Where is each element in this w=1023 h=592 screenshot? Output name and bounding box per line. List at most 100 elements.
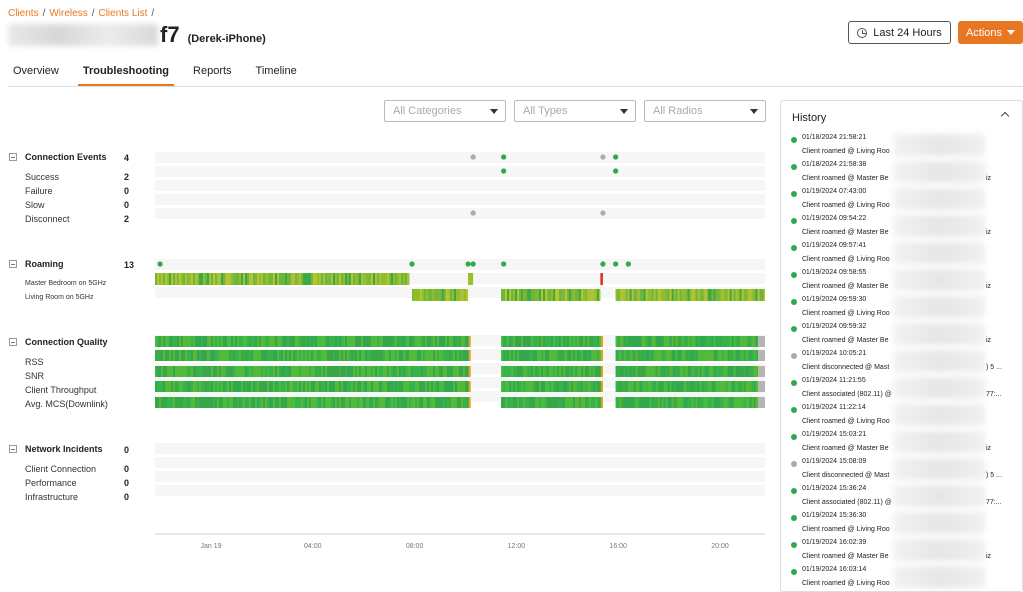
section-roaming[interactable]: Roaming <box>9 259 64 269</box>
quality-segment-stripe <box>523 336 526 347</box>
history-item[interactable]: 01/19/2024 16:02:39 Client roamed @ Maste… <box>791 538 1016 565</box>
history-item[interactable]: 01/19/2024 10:05:21 Client disconnected @… <box>791 349 1016 376</box>
quality-segment-stripe <box>585 366 588 377</box>
quality-segment-stripe <box>719 366 722 377</box>
breadcrumb-wireless[interactable]: Wireless <box>49 8 88 19</box>
roaming-segment-stripe <box>426 289 429 301</box>
roaming-segment-stripe <box>319 273 321 285</box>
quality-segment-stripe <box>407 397 409 408</box>
quality-segment-stripe <box>333 397 335 408</box>
history-item[interactable]: 01/18/2024 21:58:38 Client roamed @ Maste… <box>791 160 1016 187</box>
history-item[interactable]: 01/19/2024 11:22:14 Client roamed @ Livin… <box>791 403 1016 430</box>
quality-segment-stripe <box>435 366 437 377</box>
quality-segment-stripe <box>185 381 187 392</box>
quality-segment-stripe <box>395 366 397 377</box>
quality-segment-stripe <box>567 366 570 377</box>
quality-segment-stripe <box>525 350 528 361</box>
section-network-incidents[interactable]: Network Incidents <box>9 444 103 454</box>
quality-segment-stripe <box>521 350 524 361</box>
history-item[interactable]: 01/19/2024 09:54:22 Client roamed @ Maste… <box>791 214 1016 241</box>
section-connection-events[interactable]: Connection Events <box>9 152 107 162</box>
history-item[interactable]: 01/19/2024 09:57:41 Client roamed @ Livin… <box>791 241 1016 268</box>
quality-segment-stripe <box>315 366 317 377</box>
collapse-icon[interactable] <box>9 153 17 161</box>
row-label-master-bedroom: Master Bedroom on 5GHz <box>25 280 107 287</box>
quality-segment-stripe <box>621 381 624 392</box>
history-item[interactable]: 01/19/2024 15:03:21 Client roamed @ Maste… <box>791 430 1016 457</box>
collapse-icon[interactable] <box>9 338 17 346</box>
quality-segment-stripe <box>437 350 439 361</box>
roaming-segment-stripe <box>505 289 508 301</box>
quality-segment-stripe <box>195 366 197 377</box>
quality-segment-stripe <box>645 366 648 377</box>
history-item[interactable]: 01/19/2024 15:36:24 Client associated (80… <box>791 484 1016 511</box>
quality-segment-stripe <box>681 336 684 347</box>
quality-segment-stripe <box>249 336 251 347</box>
quality-segment-stripe <box>573 336 576 347</box>
quality-segment-stripe <box>505 397 508 408</box>
redacted-text <box>893 242 985 264</box>
history-time: 01/19/2024 16:03:14 <box>802 566 867 573</box>
quality-segment-stripe <box>205 381 207 392</box>
quality-segment-stripe <box>393 381 395 392</box>
status-dot-icon <box>791 542 797 548</box>
quality-segment-stripe <box>589 336 592 347</box>
categories-filter[interactable]: All Categories <box>384 100 506 122</box>
quality-segment-stripe <box>425 350 427 361</box>
collapse-icon[interactable] <box>9 260 17 268</box>
breadcrumb-clients[interactable]: Clients <box>8 8 39 19</box>
breadcrumb-clients-list[interactable]: Clients List <box>98 8 148 19</box>
roaming-segment-stripe <box>203 273 205 285</box>
tab-timeline[interactable]: Timeline <box>255 65 297 77</box>
tab-reports[interactable]: Reports <box>193 65 232 77</box>
quality-segment-stripe <box>245 366 247 377</box>
history-item[interactable]: 01/18/2024 21:58:21 Client roamed @ Livin… <box>791 133 1016 160</box>
time-range-button[interactable]: Last 24 Hours <box>848 21 951 44</box>
roaming-segment-stripe <box>217 273 219 285</box>
quality-segment-stripe <box>573 381 576 392</box>
quality-segment-stripe <box>751 350 754 361</box>
chevron-up-icon[interactable] <box>1000 111 1010 121</box>
tab-overview[interactable]: Overview <box>13 65 59 77</box>
quality-segment-stripe <box>371 350 373 361</box>
history-item[interactable]: 01/19/2024 09:58:55 Client roamed @ Maste… <box>791 268 1016 295</box>
history-item[interactable]: 01/19/2024 07:43:00 Client roamed @ Livin… <box>791 187 1016 214</box>
quality-segment-stripe <box>717 397 720 408</box>
quality-segment-stripe <box>159 336 161 347</box>
quality-segment-stripe <box>645 350 648 361</box>
quality-segment-stripe <box>275 381 277 392</box>
history-item[interactable]: 01/19/2024 15:08:09 Client disconnected @… <box>791 457 1016 484</box>
quality-segment-stripe <box>321 350 323 361</box>
quality-segment-stripe <box>301 336 303 347</box>
roaming-segment-stripe <box>357 273 359 285</box>
quality-segment-stripe <box>381 397 383 408</box>
quality-segment-stripe <box>541 336 544 347</box>
quality-segment-stripe <box>341 350 343 361</box>
collapse-icon[interactable] <box>9 445 17 453</box>
quality-segment-stripe <box>345 366 347 377</box>
radios-filter[interactable]: All Radios <box>644 100 766 122</box>
quality-segment-stripe <box>559 350 562 361</box>
quality-segment-stripe <box>309 350 311 361</box>
roaming-segment-stripe <box>409 273 410 285</box>
history-item[interactable]: 01/19/2024 09:59:32 Client roamed @ Maste… <box>791 322 1016 349</box>
actions-button[interactable]: Actions <box>958 21 1023 44</box>
history-item[interactable]: 01/19/2024 16:03:14 Client roamed @ Livin… <box>791 565 1016 591</box>
quality-segment-stripe <box>263 350 265 361</box>
section-connection-quality[interactable]: Connection Quality <box>9 337 108 347</box>
tab-troubleshooting[interactable]: Troubleshooting <box>77 58 175 86</box>
quality-segment-stripe <box>615 366 618 377</box>
quality-segment-stripe <box>733 366 736 377</box>
quality-segment-stripe <box>623 350 626 361</box>
quality-segment-stripe <box>171 381 173 392</box>
history-item[interactable]: 01/19/2024 11:21:55 Client associated (80… <box>791 376 1016 403</box>
roaming-segment-stripe <box>317 273 319 285</box>
history-item[interactable]: 01/19/2024 09:59:30 Client roamed @ Livin… <box>791 295 1016 322</box>
roaming-segment-stripe <box>259 273 261 285</box>
quality-segment-stripe <box>197 397 199 408</box>
history-item[interactable]: 01/19/2024 15:36:30 Client roamed @ Livin… <box>791 511 1016 538</box>
quality-segment-stripe <box>521 366 524 377</box>
roaming-segment-stripe <box>761 289 764 301</box>
quality-segment-stripe <box>451 366 453 377</box>
types-filter[interactable]: All Types <box>514 100 636 122</box>
